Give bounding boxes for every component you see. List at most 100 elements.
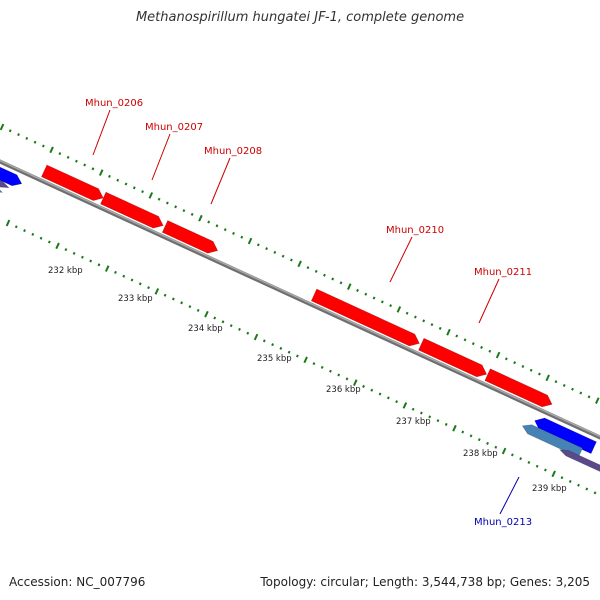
major-tick — [545, 374, 550, 382]
minor-tick — [395, 400, 399, 404]
minor-tick — [240, 235, 244, 239]
minor-tick — [339, 281, 343, 285]
minor-tick — [356, 288, 359, 292]
minor-tick — [538, 372, 541, 376]
minor-tick — [256, 243, 260, 247]
minor-tick — [323, 273, 326, 277]
major-tick — [495, 351, 501, 359]
reverse-gene-block — [0, 189, 4, 193]
major-tick — [446, 328, 451, 336]
minor-tick — [89, 259, 93, 263]
minor-tick — [329, 369, 332, 373]
gene-label: Mhun_0211 — [474, 267, 532, 278]
minor-tick — [132, 186, 136, 190]
minor-tick — [494, 445, 498, 449]
minor-tick — [188, 305, 192, 309]
minor-tick — [554, 380, 558, 384]
major-tick — [353, 379, 358, 386]
minor-tick — [568, 479, 572, 483]
minor-tick — [579, 391, 583, 395]
minor-tick — [122, 274, 126, 278]
minor-tick — [430, 323, 434, 327]
gene-label-leader — [499, 476, 520, 515]
minor-tick — [25, 136, 29, 140]
minor-tick — [196, 308, 200, 312]
minor-tick — [513, 361, 517, 365]
minor-tick — [81, 255, 84, 259]
major-tick — [198, 214, 203, 222]
gene-label: Mhun_0207 — [145, 122, 203, 133]
minor-tick — [436, 419, 440, 423]
minor-tick — [529, 368, 533, 372]
minor-tick — [215, 224, 219, 228]
minor-tick — [75, 159, 78, 163]
minor-tick — [364, 292, 368, 296]
minor-tick — [64, 248, 68, 252]
gene-label: Mhun_0208 — [204, 146, 262, 157]
major-tick — [49, 146, 54, 154]
major-tick — [98, 169, 104, 176]
minor-tick — [17, 133, 20, 137]
gene-label-leader — [478, 278, 500, 324]
minor-tick — [544, 468, 547, 472]
minor-tick — [232, 231, 235, 235]
minor-tick — [83, 163, 87, 167]
minor-tick — [165, 201, 169, 205]
major-tick — [303, 356, 308, 364]
minor-tick — [477, 438, 481, 442]
minor-tick — [527, 460, 531, 464]
minor-tick — [585, 487, 589, 491]
minor-tick — [488, 349, 492, 353]
major-tick — [247, 237, 253, 245]
major-tick — [55, 242, 60, 250]
minor-tick — [116, 178, 120, 182]
minor-tick — [130, 278, 134, 282]
major-tick — [148, 192, 154, 199]
forward-gene-arrow — [161, 220, 219, 254]
minor-tick — [221, 320, 225, 324]
minor-tick — [265, 247, 268, 251]
minor-tick — [469, 434, 473, 438]
minor-tick — [510, 453, 514, 457]
minor-tick — [295, 354, 299, 358]
minor-tick — [182, 209, 186, 213]
minor-tick — [386, 396, 390, 400]
minor-tick — [114, 270, 117, 274]
scale-label: 238 kbp — [463, 449, 498, 459]
minor-tick — [31, 232, 35, 236]
minor-tick — [362, 384, 365, 388]
scale-label: 235 kbp — [257, 354, 292, 364]
minor-tick — [587, 395, 591, 399]
minor-tick — [14, 225, 18, 229]
reverse-gene-arrow — [559, 449, 600, 472]
minor-tick — [157, 197, 161, 201]
scale-label: 237 kbp — [396, 417, 431, 427]
lower-tick-track — [5, 219, 597, 495]
minor-tick — [213, 316, 217, 320]
forward-gene-arrow — [310, 288, 420, 347]
major-tick — [154, 288, 160, 295]
major-tick — [452, 424, 457, 432]
major-tick — [396, 306, 402, 313]
minor-tick — [380, 300, 384, 304]
topology-text: Topology: circular; Length: 3,544,738 bp… — [260, 575, 590, 589]
scale-label: 232 kbp — [48, 266, 83, 276]
minor-tick — [91, 167, 95, 171]
accession-text: Accession: NC_007796 — [9, 575, 146, 589]
minor-tick — [33, 140, 37, 144]
minor-tick — [171, 297, 175, 301]
major-tick — [402, 402, 408, 409]
minor-tick — [207, 220, 211, 224]
minor-tick — [521, 364, 525, 368]
reverse-gene-block — [0, 166, 23, 187]
gene-label: Mhun_0213 — [474, 517, 532, 528]
minor-tick — [345, 377, 349, 381]
major-tick — [104, 265, 110, 272]
forward-gene-arrow — [100, 191, 164, 229]
minor-tick — [312, 362, 316, 366]
minor-tick — [39, 236, 43, 240]
minor-tick — [314, 269, 318, 273]
minor-tick — [444, 422, 448, 426]
major-tick — [297, 260, 302, 268]
